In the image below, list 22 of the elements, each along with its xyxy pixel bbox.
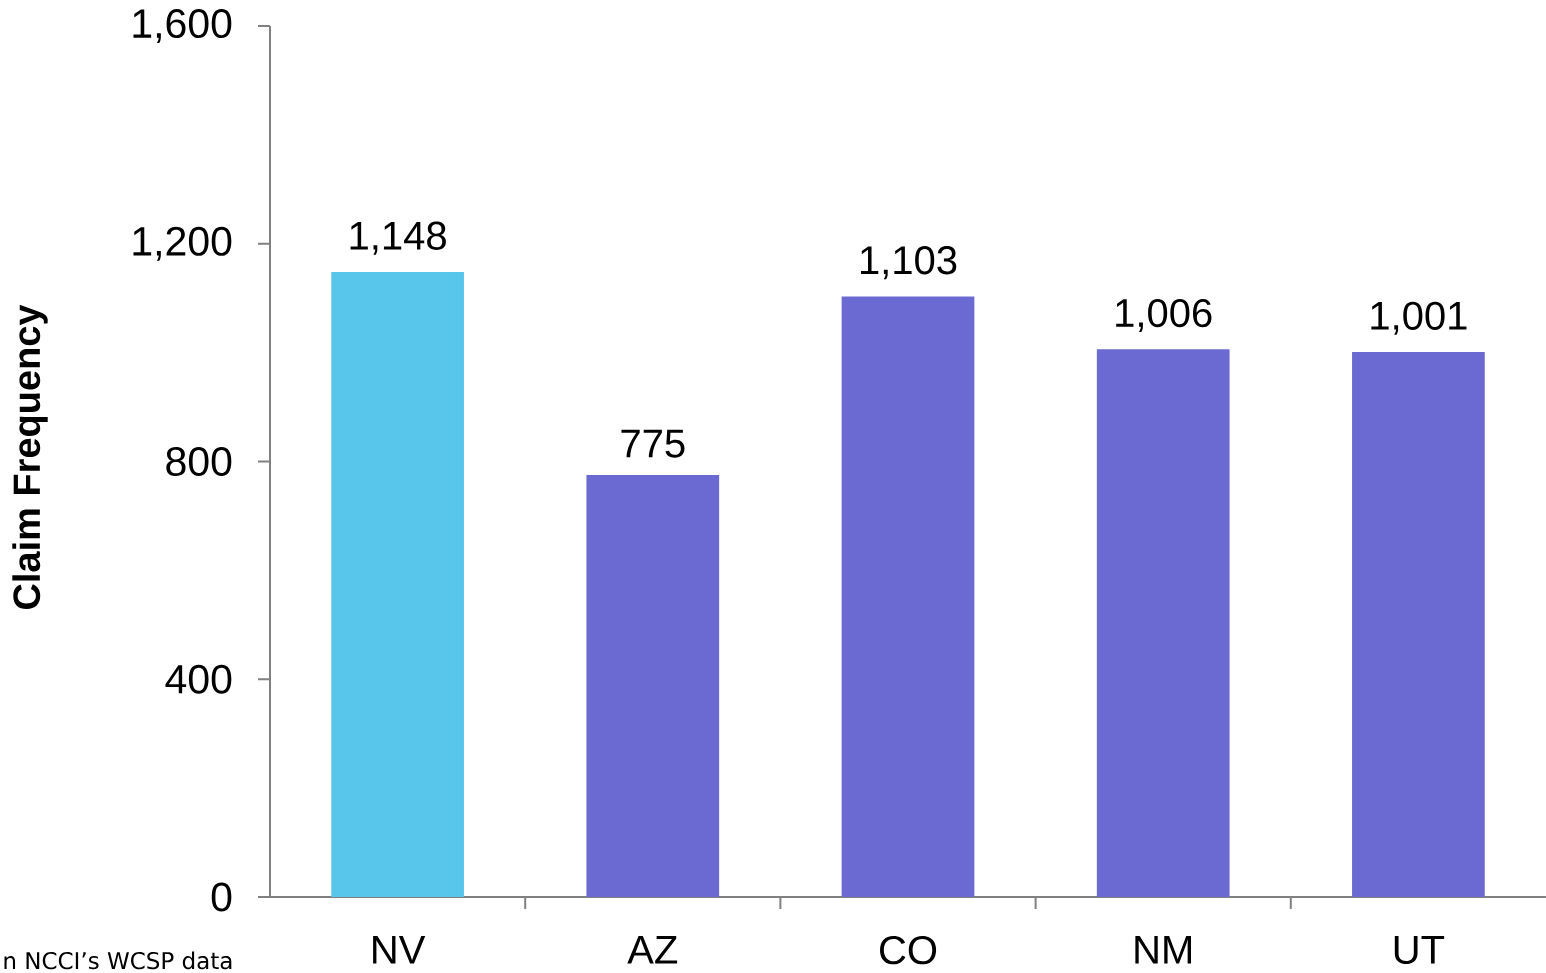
data-label: 1,006 <box>1116 298 1212 332</box>
bar <box>1096 349 1230 897</box>
data-label: 1,148 <box>350 221 446 255</box>
bar <box>331 272 464 897</box>
text: n NCCI’s WCSP data <box>4 951 232 970</box>
bar <box>1352 352 1485 897</box>
bar <box>841 296 975 897</box>
y-tick-label: 0 <box>211 882 232 912</box>
bar <box>586 475 720 897</box>
y-tick-label: 800 <box>166 446 232 477</box>
x-tick-label: NV <box>373 936 426 964</box>
y-axis-title: Claim Frequency <box>12 304 48 610</box>
x-tick-label: CO <box>880 936 937 965</box>
data-label: 1,001 <box>1371 301 1467 335</box>
x-tick-label: AZ <box>627 936 678 964</box>
y-tick-label: 1,600 <box>133 9 232 43</box>
x-tick-label: NM <box>1135 936 1191 964</box>
y-tick-label: 400 <box>165 664 232 694</box>
y-tick-label: 1,200 <box>133 226 232 261</box>
x-tick-label: UT <box>1394 936 1445 964</box>
data-label: 775 <box>621 429 685 458</box>
data-label: 1,103 <box>860 246 957 280</box>
